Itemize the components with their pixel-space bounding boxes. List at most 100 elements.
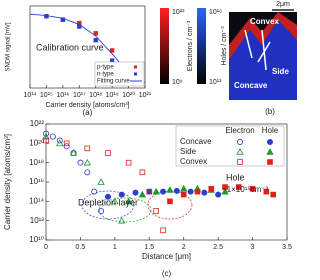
colorbar-top: 10¹⁶ xyxy=(209,9,222,16)
colorbar-bottom: 10⁹ xyxy=(172,79,183,86)
electron-colorbar xyxy=(160,8,169,84)
point xyxy=(84,169,91,176)
legend-label: Concave xyxy=(180,137,212,146)
x-tick-label: 10¹⁵ xyxy=(40,92,53,99)
point xyxy=(249,185,256,192)
y-tick-label: 10¹² xyxy=(30,216,45,225)
x-tick-label: 10²⁰ xyxy=(122,91,135,99)
point xyxy=(84,145,91,152)
point xyxy=(63,143,70,150)
colorbar-bottom: 10¹³ xyxy=(209,79,222,86)
panel-label: (a) xyxy=(83,108,93,117)
colorbar-label: Holes / cm⁻³ xyxy=(221,26,228,66)
point xyxy=(153,208,159,214)
point xyxy=(160,227,166,234)
point xyxy=(180,191,187,198)
point xyxy=(139,169,146,176)
point xyxy=(167,198,173,205)
point xyxy=(91,188,98,195)
point xyxy=(124,197,133,205)
point xyxy=(56,139,64,147)
legend-swatch xyxy=(236,148,244,155)
x-tick-label: 3.5 xyxy=(282,244,292,251)
point xyxy=(97,178,105,185)
point xyxy=(49,133,56,140)
point xyxy=(125,159,132,166)
x-axis-label: Carrier density [atoms/cm³] xyxy=(45,102,129,109)
y-tick-label: 10²⁰ xyxy=(29,138,44,147)
y-tick-label: 10¹⁸ xyxy=(29,158,44,167)
y-axis-label: Carrier density [atoms/cm³] xyxy=(3,134,12,230)
point xyxy=(132,189,139,196)
legend-label: Convex xyxy=(180,157,207,166)
point xyxy=(105,150,111,156)
point xyxy=(194,188,201,195)
point xyxy=(187,188,194,195)
point xyxy=(180,184,188,192)
point xyxy=(146,188,153,195)
x-axis-label: Distance [μm] xyxy=(142,252,191,261)
point xyxy=(43,137,49,144)
point xyxy=(166,186,174,193)
region-label: Concave xyxy=(234,81,268,90)
x-tick-label: 10¹⁹ xyxy=(106,92,119,99)
point xyxy=(104,193,111,200)
y-tick-label: 10²² xyxy=(30,119,45,128)
point xyxy=(42,132,50,140)
point xyxy=(44,14,49,19)
region-label: Convex xyxy=(250,17,279,26)
point xyxy=(263,188,270,195)
point xyxy=(93,37,98,43)
y-tick-label: 10¹⁶ xyxy=(29,177,44,186)
x-tick-label: 10²¹ xyxy=(139,92,152,99)
point xyxy=(201,189,208,196)
legend-swatch xyxy=(236,138,243,145)
point xyxy=(173,187,180,194)
point xyxy=(221,187,229,195)
x-tick-label: 1 xyxy=(113,244,117,251)
point xyxy=(63,140,70,147)
legend-swatch xyxy=(267,159,273,165)
legend-label: Fitting curve xyxy=(97,79,130,85)
colorbar-top: 10²² xyxy=(172,9,185,16)
legend-label: n-type xyxy=(97,72,114,78)
legend-label: p-type xyxy=(97,65,114,71)
y-tick-label: 10¹⁰ xyxy=(29,235,44,244)
x-tick-label: 10¹⁸ xyxy=(89,92,102,99)
point xyxy=(111,197,119,205)
point xyxy=(152,187,160,195)
legend-swatch xyxy=(134,72,137,76)
x-tick-label: 10¹⁴ xyxy=(23,92,36,99)
annotation: ~1×10¹⁵cm⁻³ xyxy=(222,185,269,194)
scale-bar-label: 2μm xyxy=(276,1,290,8)
point xyxy=(83,158,91,166)
point xyxy=(270,191,277,198)
legend-box xyxy=(175,125,285,167)
point xyxy=(77,159,84,166)
x-tick-label: 2.5 xyxy=(213,244,223,251)
legend-header: Electron xyxy=(225,126,254,135)
sem-image xyxy=(229,9,297,100)
point xyxy=(56,137,63,144)
legend-swatch xyxy=(266,148,274,155)
point xyxy=(43,130,50,137)
y-tick-label: 10¹⁴ xyxy=(29,196,45,205)
point xyxy=(222,184,228,190)
panel-label: (c) xyxy=(162,269,172,278)
legend-header: Hole xyxy=(262,126,279,135)
point xyxy=(69,149,78,156)
annotation: Depletion layer xyxy=(78,197,138,207)
x-tick-label: 10¹⁷ xyxy=(73,92,86,99)
x-tick-label: 1.5 xyxy=(144,244,154,251)
legend-label: Side xyxy=(180,147,197,156)
point xyxy=(138,190,147,198)
point xyxy=(235,184,242,190)
x-tick-label: 10¹⁶ xyxy=(56,92,69,99)
point xyxy=(98,207,105,214)
point xyxy=(109,48,115,53)
figure: 10²² 10⁹ Electrons / cm⁻³ 10¹⁶ 10¹³ Hole… xyxy=(3,1,297,278)
annotation: Hole xyxy=(226,172,245,182)
legend-swatch xyxy=(237,159,243,165)
point xyxy=(93,31,98,36)
x-tick-label: 2 xyxy=(182,244,186,251)
